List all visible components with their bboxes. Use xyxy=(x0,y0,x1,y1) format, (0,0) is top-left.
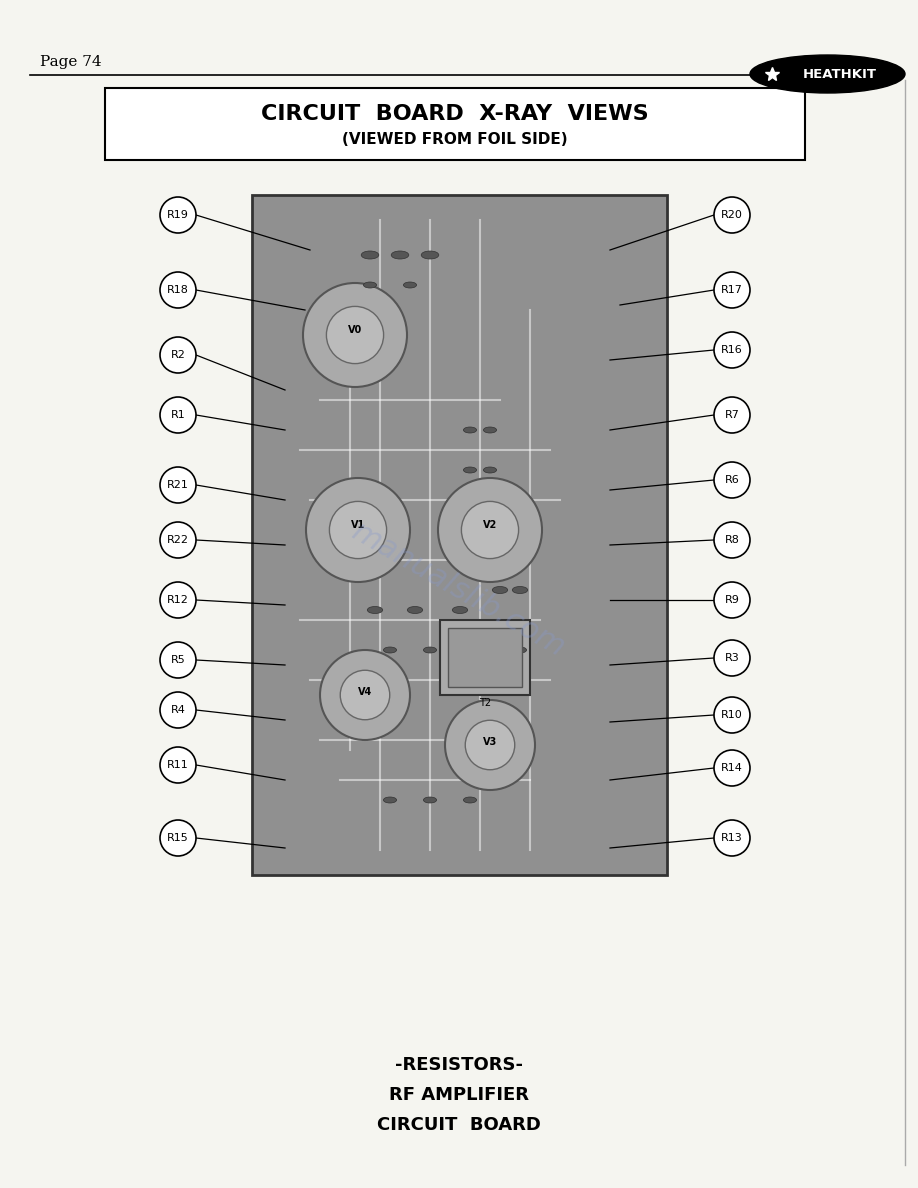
Circle shape xyxy=(462,501,519,558)
Text: R2: R2 xyxy=(171,350,185,360)
Text: -RESISTORS-: -RESISTORS- xyxy=(395,1056,523,1074)
Text: R3: R3 xyxy=(724,653,739,663)
Bar xyxy=(105,88,805,160)
Circle shape xyxy=(714,750,750,786)
Text: R17: R17 xyxy=(721,285,743,295)
Circle shape xyxy=(327,307,384,364)
Circle shape xyxy=(160,747,196,783)
Circle shape xyxy=(714,820,750,857)
Circle shape xyxy=(714,522,750,558)
Ellipse shape xyxy=(464,426,476,432)
Circle shape xyxy=(465,720,515,770)
Circle shape xyxy=(714,331,750,368)
Text: R18: R18 xyxy=(167,285,189,295)
Ellipse shape xyxy=(408,607,422,613)
Circle shape xyxy=(714,462,750,498)
Text: R6: R6 xyxy=(724,475,739,485)
Circle shape xyxy=(306,478,410,582)
Text: V0: V0 xyxy=(348,326,362,335)
Circle shape xyxy=(160,272,196,308)
Text: V4: V4 xyxy=(358,687,372,697)
Ellipse shape xyxy=(484,467,497,473)
Ellipse shape xyxy=(464,797,476,803)
Circle shape xyxy=(160,197,196,233)
Circle shape xyxy=(714,197,750,233)
Ellipse shape xyxy=(484,426,497,432)
Ellipse shape xyxy=(453,607,467,613)
Text: R19: R19 xyxy=(167,210,189,220)
Ellipse shape xyxy=(367,607,383,613)
Ellipse shape xyxy=(464,467,476,473)
Bar xyxy=(252,195,667,876)
Circle shape xyxy=(341,670,390,720)
Ellipse shape xyxy=(492,587,508,594)
Ellipse shape xyxy=(512,587,528,594)
Ellipse shape xyxy=(384,647,397,653)
Ellipse shape xyxy=(513,647,527,653)
Ellipse shape xyxy=(364,282,376,287)
Circle shape xyxy=(714,640,750,676)
Circle shape xyxy=(714,272,750,308)
Circle shape xyxy=(330,501,386,558)
Text: R22: R22 xyxy=(167,535,189,545)
Text: V1: V1 xyxy=(351,520,365,530)
Text: V2: V2 xyxy=(483,520,498,530)
Text: HEATHKIT: HEATHKIT xyxy=(802,69,877,82)
Text: R14: R14 xyxy=(721,763,743,773)
Text: R12: R12 xyxy=(167,595,189,605)
Ellipse shape xyxy=(493,647,507,653)
Text: R9: R9 xyxy=(724,595,739,605)
Text: T2: T2 xyxy=(479,699,491,708)
Text: R4: R4 xyxy=(171,704,185,715)
Circle shape xyxy=(160,337,196,373)
Text: R10: R10 xyxy=(722,710,743,720)
Ellipse shape xyxy=(403,282,417,287)
Ellipse shape xyxy=(423,797,437,803)
Text: R21: R21 xyxy=(167,480,189,489)
Circle shape xyxy=(160,691,196,728)
Ellipse shape xyxy=(384,797,397,803)
Text: R5: R5 xyxy=(171,655,185,665)
Ellipse shape xyxy=(391,251,409,259)
Text: R11: R11 xyxy=(167,760,189,770)
Text: CIRCUIT  BOARD  X-RAY  VIEWS: CIRCUIT BOARD X-RAY VIEWS xyxy=(262,105,649,124)
Text: R1: R1 xyxy=(171,410,185,421)
Circle shape xyxy=(445,700,535,790)
Circle shape xyxy=(714,397,750,432)
Text: R15: R15 xyxy=(167,833,189,843)
Circle shape xyxy=(714,697,750,733)
Circle shape xyxy=(160,522,196,558)
Circle shape xyxy=(303,283,407,387)
Text: R7: R7 xyxy=(724,410,739,421)
Text: RF AMPLIFIER: RF AMPLIFIER xyxy=(389,1086,529,1104)
Text: manualslib.com: manualslib.com xyxy=(347,517,571,663)
Circle shape xyxy=(320,650,410,740)
Text: CIRCUIT  BOARD: CIRCUIT BOARD xyxy=(377,1116,541,1135)
Bar xyxy=(440,620,530,695)
Circle shape xyxy=(714,582,750,618)
Text: (VIEWED FROM FOIL SIDE): (VIEWED FROM FOIL SIDE) xyxy=(342,133,568,147)
Ellipse shape xyxy=(423,647,437,653)
Text: R13: R13 xyxy=(722,833,743,843)
Circle shape xyxy=(160,467,196,503)
Circle shape xyxy=(160,397,196,432)
Circle shape xyxy=(160,820,196,857)
Text: V3: V3 xyxy=(483,737,498,747)
Ellipse shape xyxy=(750,55,905,93)
Text: R16: R16 xyxy=(722,345,743,355)
Ellipse shape xyxy=(361,251,379,259)
Bar xyxy=(448,628,522,687)
Text: R8: R8 xyxy=(724,535,739,545)
Circle shape xyxy=(438,478,542,582)
Text: Page 74: Page 74 xyxy=(40,55,102,69)
Ellipse shape xyxy=(421,251,439,259)
Text: R20: R20 xyxy=(721,210,743,220)
Circle shape xyxy=(160,642,196,678)
Circle shape xyxy=(160,582,196,618)
